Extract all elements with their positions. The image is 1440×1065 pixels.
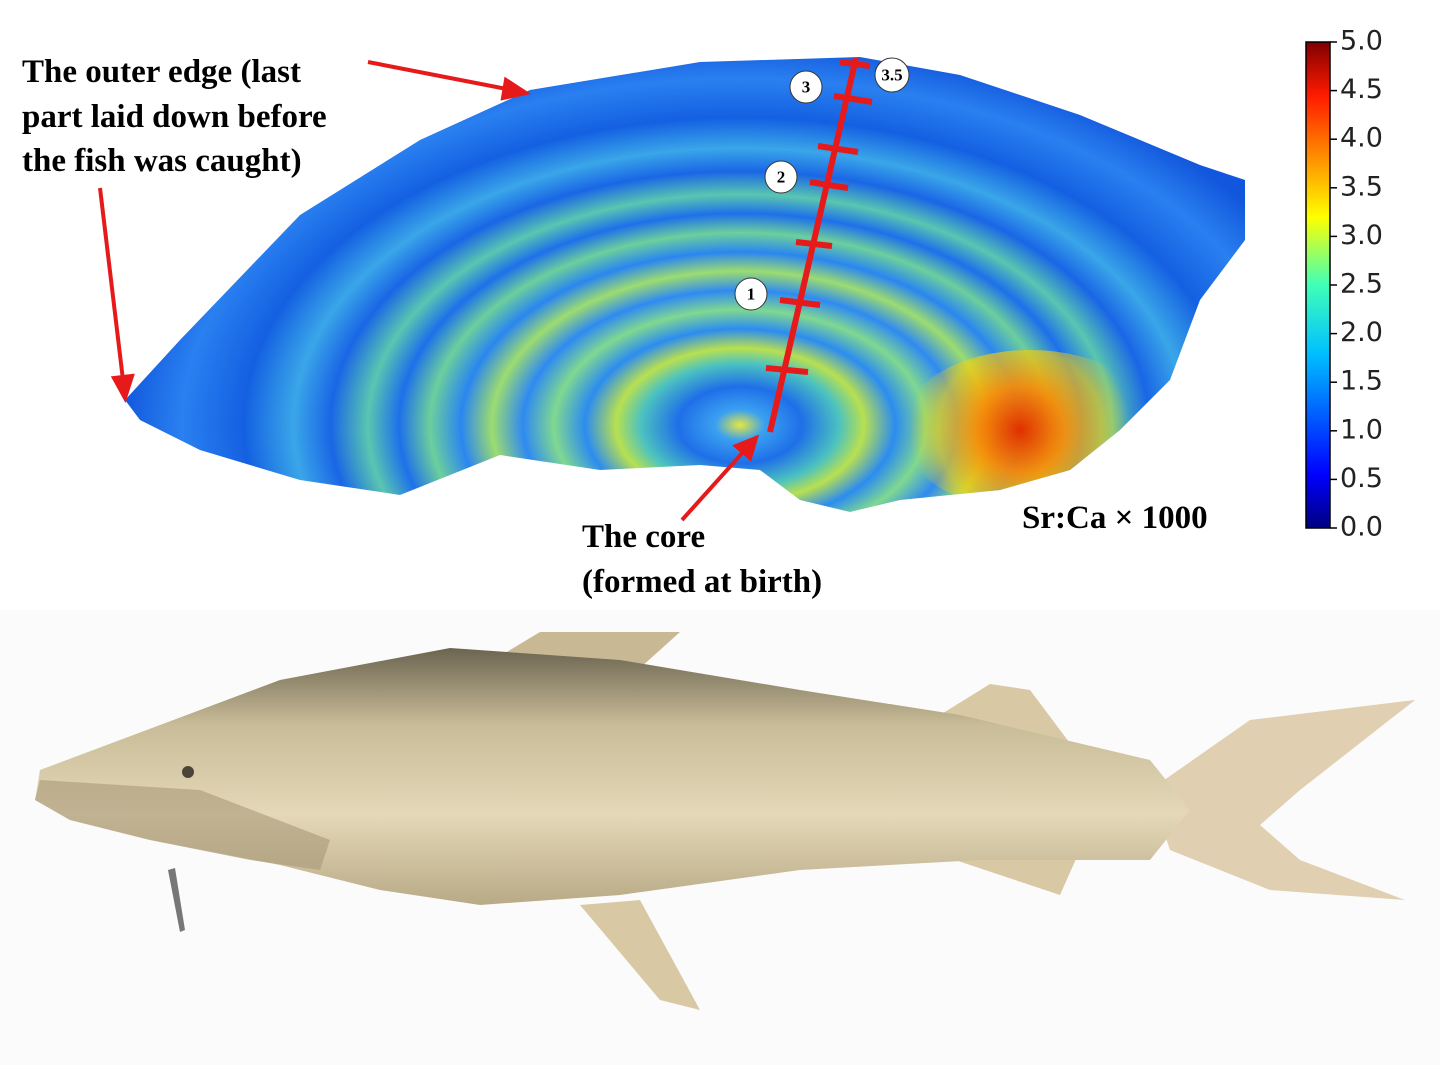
age-label: 3.5 <box>881 66 902 85</box>
annotation-text: The outer edge (last <box>22 54 301 90</box>
transect <box>765 57 873 433</box>
annotation-text: part laid down before <box>22 99 327 135</box>
colorbar-tick-label: 4.0 <box>1340 123 1383 154</box>
age-label: 1 <box>747 285 756 304</box>
transect-tick <box>795 239 833 249</box>
annotation-text: (formed at birth) <box>582 564 822 600</box>
annotation-text: the fish was caught) <box>22 143 302 179</box>
colorbar-tick-label: 0.5 <box>1340 463 1383 494</box>
age-markers: 1 2 3 3.5 <box>734 57 910 311</box>
colorbar-tick-label: 2.5 <box>1340 269 1383 300</box>
colorbar-tick-label: 3.0 <box>1340 220 1383 251</box>
colorbar-tick-label: 1.0 <box>1340 414 1383 445</box>
colorbar <box>1305 41 1331 529</box>
transect-tick <box>809 179 849 191</box>
transect-tick <box>765 365 809 375</box>
colorbar-tick-label: 3.5 <box>1340 171 1383 202</box>
colorbar-tick-label: 0.0 <box>1340 512 1383 543</box>
colorbar-tick-label: 4.5 <box>1340 74 1383 105</box>
high-srca-zone <box>900 350 1160 510</box>
transect-tick <box>839 59 871 69</box>
colorbar-ticks: 0.0 0.5 1.0 1.5 2.0 2.5 3.0 3.5 4.0 4.5 5.0 <box>1330 26 1383 543</box>
transect-tick <box>817 143 859 155</box>
transect-tick <box>833 93 873 105</box>
age-label: 3 <box>802 78 811 97</box>
age-label: 2 <box>777 168 786 187</box>
colorbar-tick-label: 5.0 <box>1340 26 1383 57</box>
colorbar-tick-label: 2.0 <box>1340 317 1383 348</box>
annotation-text: The core <box>582 519 705 555</box>
fish <box>35 632 1415 1010</box>
colorbar-tick-label: 1.5 <box>1340 366 1383 397</box>
transect-tick <box>779 297 821 308</box>
arrows <box>98 60 760 522</box>
colorbar-label: Sr:Ca × 1000 <box>1022 500 1208 536</box>
